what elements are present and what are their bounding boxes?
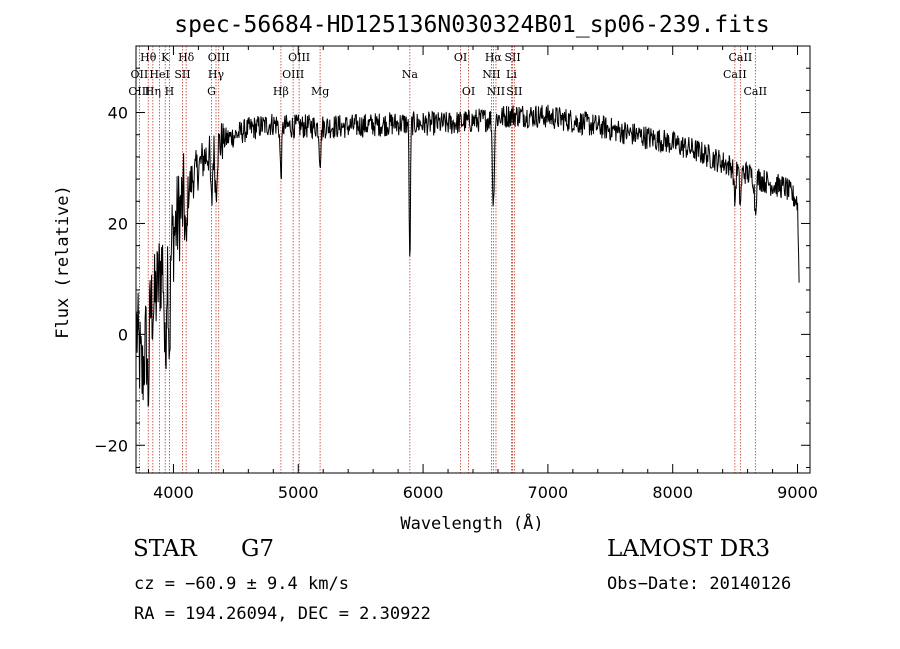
x-axis-ticks: 4000 5000 6000 7000 8000 9000 <box>147 46 818 502</box>
plot-frame <box>135 45 811 474</box>
spectrum-line <box>136 104 800 407</box>
coordinates: RA = 194.26094, DEC = 2.30922 <box>134 604 431 624</box>
x-axis-label: Wavelength (Å) <box>400 512 543 534</box>
line-marker-label: Na <box>402 68 419 81</box>
y-tick-label: 0 <box>118 325 128 344</box>
line-marker-label: H <box>165 85 175 98</box>
object-subclass: G7 <box>241 536 275 562</box>
line-marker-label: OI <box>454 51 467 64</box>
line-marker-label: Li <box>506 68 517 81</box>
line-marker-label: SII <box>506 85 522 98</box>
line-marker-label: OIII <box>128 85 150 98</box>
line-marker-label: HeI <box>149 68 169 81</box>
line-marker-label: Hδ <box>178 51 195 64</box>
line-marker-label: OI <box>462 85 475 98</box>
line-markers-group <box>138 46 756 473</box>
line-marker-label: OIII <box>288 51 310 64</box>
y-axis-ticks: −20 0 20 40 <box>94 67 810 468</box>
y-axis-label: Flux (relative) <box>53 185 73 339</box>
observation-date: Obs−Date: 20140126 <box>607 574 792 594</box>
line-marker-label: G <box>207 85 216 98</box>
line-marker-label: Hα <box>485 51 503 64</box>
x-tick-label: 6000 <box>403 483 444 502</box>
line-marker-label: OIII <box>282 68 304 81</box>
line-marker-label: Hγ <box>208 68 225 81</box>
line-marker-label: OIII <box>208 51 230 64</box>
chart-title: spec-56684-HD125136N030324B01_sp06-239.f… <box>174 12 769 38</box>
x-tick-label: 9000 <box>777 483 818 502</box>
line-marker-label: NII <box>487 85 505 98</box>
line-marker-label: NII <box>482 68 500 81</box>
line-marker-label: Hθ <box>140 51 157 64</box>
line-marker-label: SII <box>174 68 190 81</box>
y-tick-label: 40 <box>108 104 128 123</box>
x-tick-label: 7000 <box>528 483 569 502</box>
survey-name: LAMOST DR3 <box>607 536 771 562</box>
line-marker-label: CaII <box>743 85 767 98</box>
line-marker-label: Hη <box>145 85 161 98</box>
x-tick-label: 5000 <box>278 483 319 502</box>
x-tick-label: 8000 <box>652 483 693 502</box>
line-marker-label: Hβ <box>273 85 289 98</box>
line-marker-label: SII <box>504 51 520 64</box>
y-tick-label: −20 <box>94 436 128 455</box>
object-class: STAR <box>133 536 197 562</box>
x-tick-label: 4000 <box>153 483 194 502</box>
line-marker-label: OII <box>131 68 149 81</box>
line-marker-label: CaII <box>729 51 753 64</box>
line-marker-label: K <box>161 51 170 64</box>
line-marker-label: Mg <box>311 85 329 98</box>
redshift-velocity: cz = −60.9 ± 9.4 km/s <box>134 574 349 594</box>
y-tick-label: 20 <box>108 214 128 233</box>
line-marker-label: CaII <box>723 68 747 81</box>
